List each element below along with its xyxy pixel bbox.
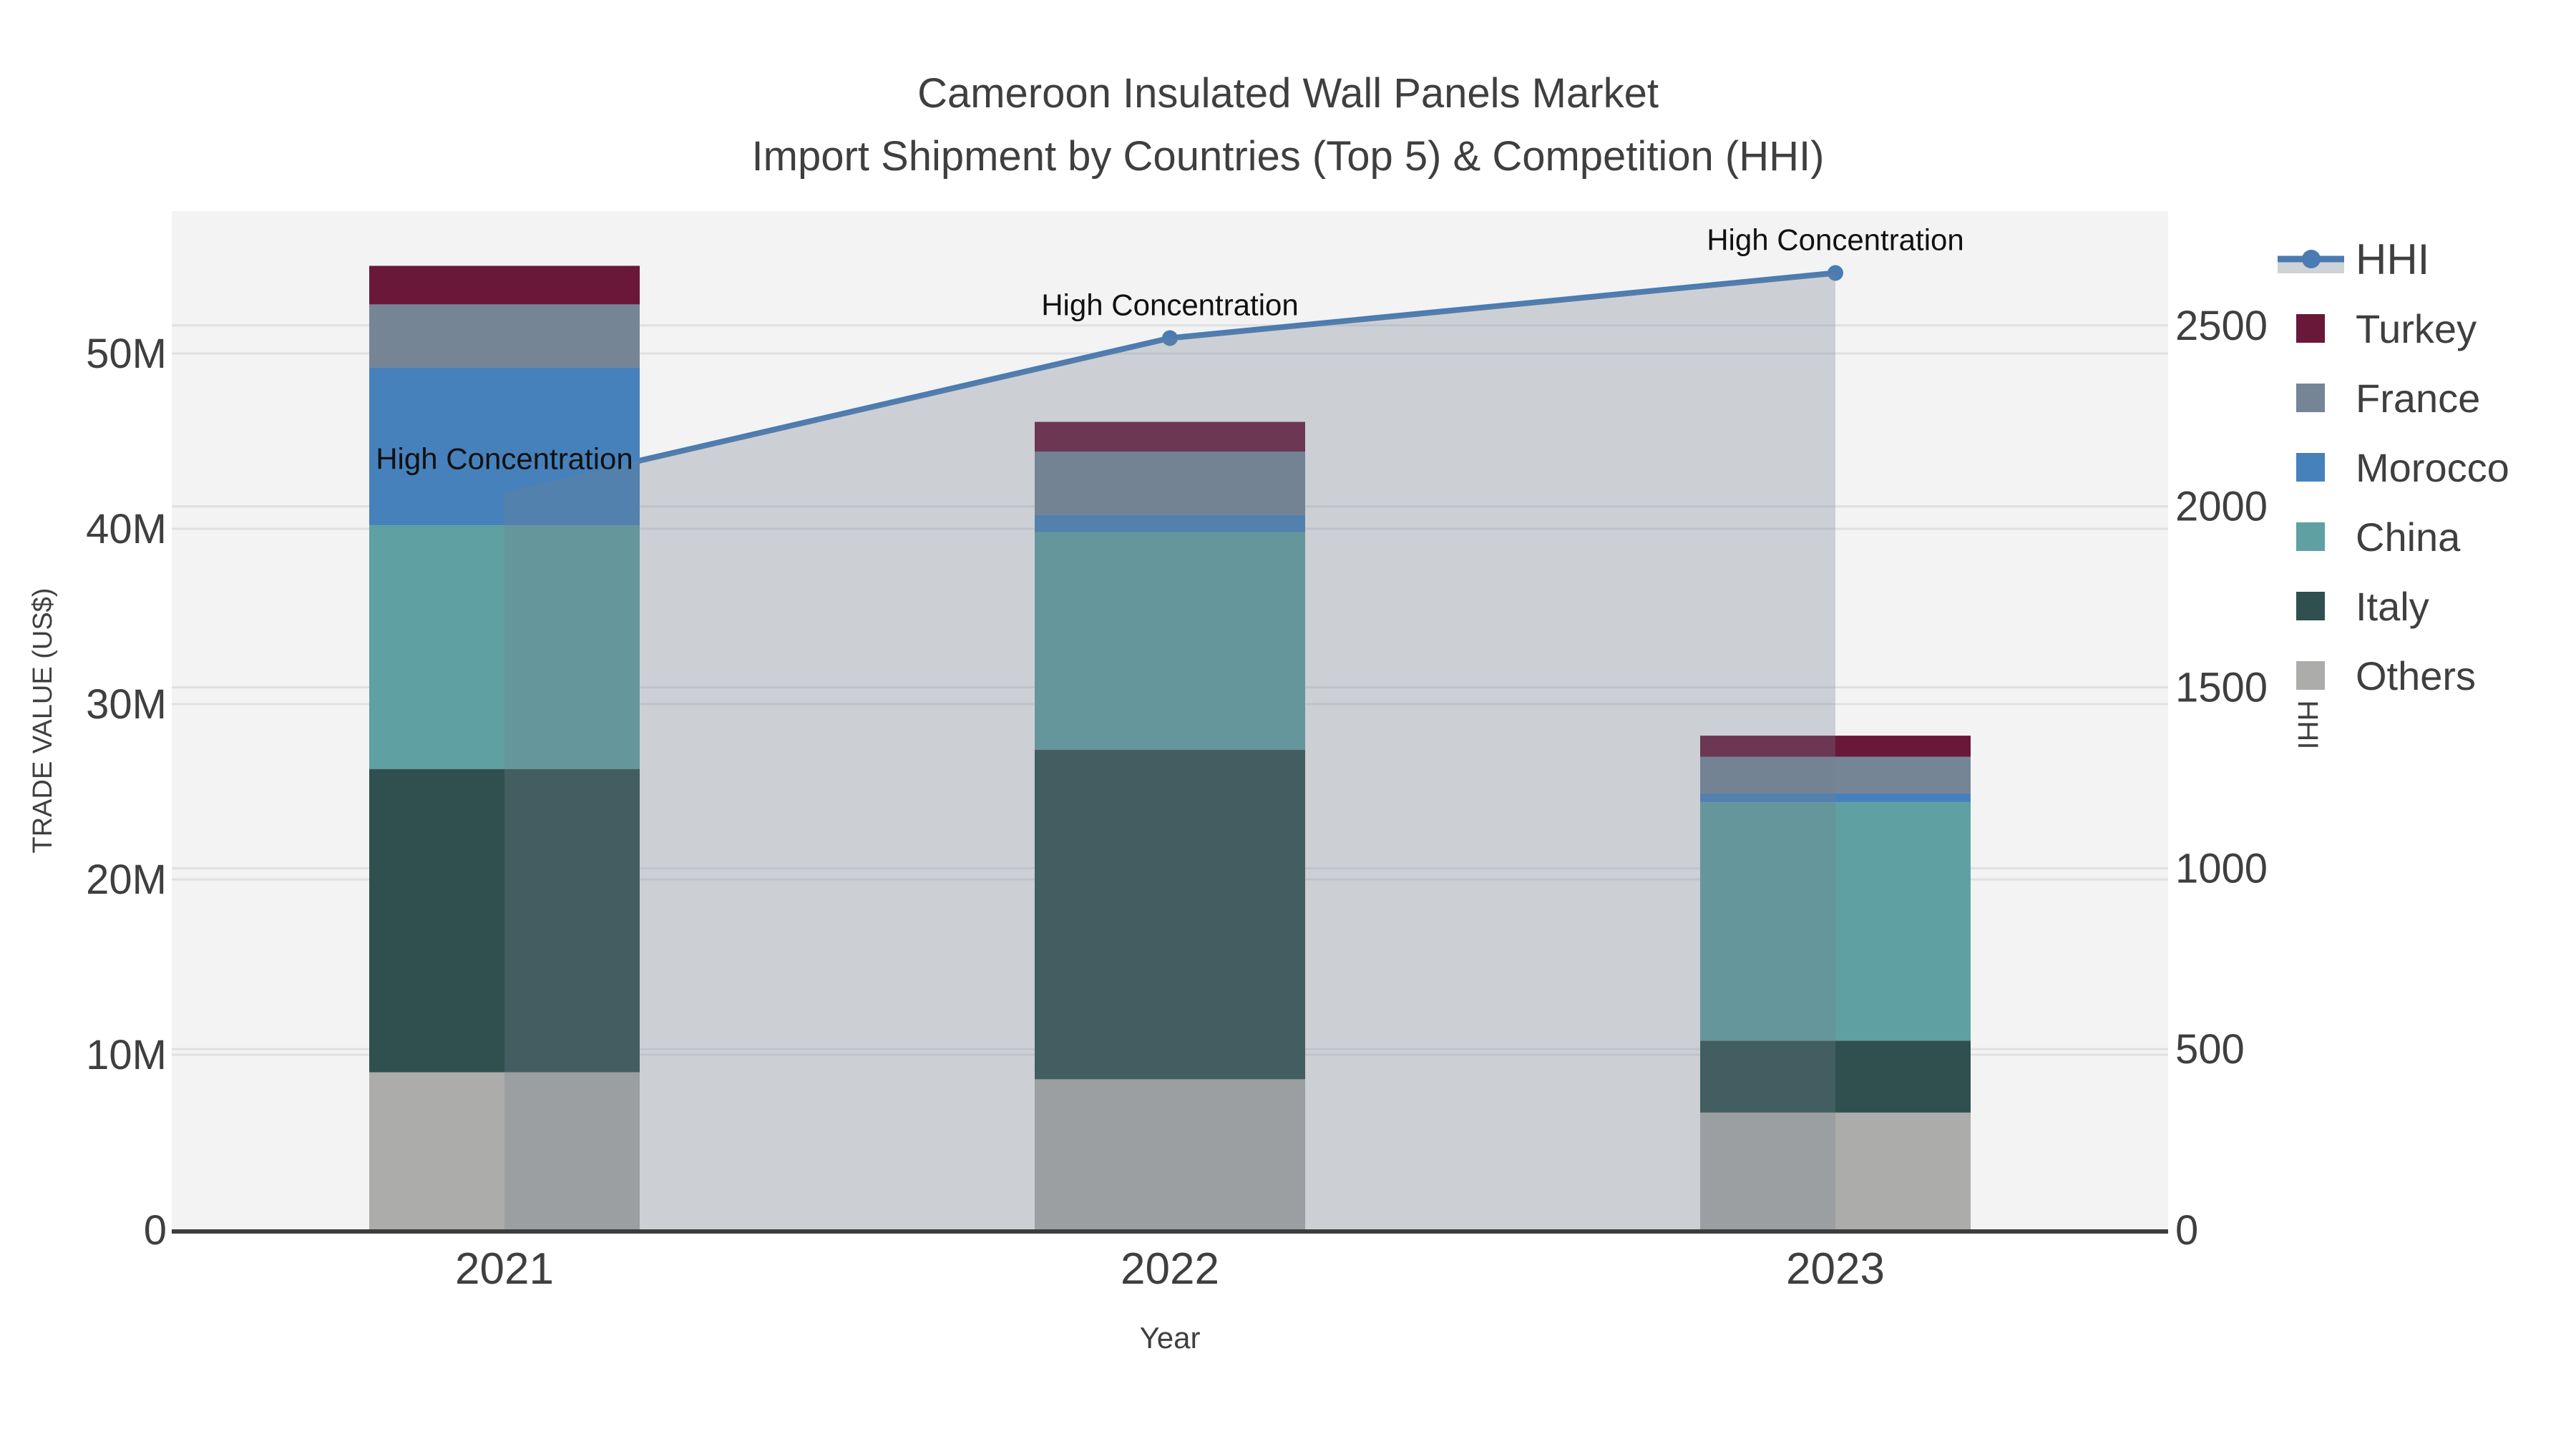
legend-label: Turkey: [2356, 306, 2477, 351]
legend-color-swatch: [2296, 592, 2325, 620]
bar-segment-france-2022: [1035, 452, 1305, 515]
x-tick-2023: 2023: [1786, 1244, 1885, 1294]
legend-label: Italy: [2356, 584, 2429, 629]
bar-segment-morocco-2021: [369, 367, 640, 526]
right-tick-2000: 2000: [2175, 484, 2268, 530]
legend-label: Others: [2356, 653, 2476, 698]
right-tick-1500: 1500: [2175, 664, 2268, 711]
left-tick-10M: 10M: [86, 1032, 167, 1078]
bar-segment-turkey-2021: [369, 265, 640, 305]
bar-segment-morocco-2022: [1035, 514, 1305, 532]
legend-item-italy[interactable]: Italy: [2296, 584, 2429, 629]
bars-layer: [369, 265, 1971, 1230]
legend-color-swatch: [2296, 453, 2325, 482]
legend-label: China: [2356, 514, 2461, 560]
bar-segment-morocco-2023: [1700, 793, 1971, 803]
tick-labels: 0 10M 20M 30M 40M 50M 0 500 1000 1500 2000 2500 2021…: [86, 303, 2268, 1294]
legend-item-turkey[interactable]: Turkey: [2296, 306, 2477, 351]
bar-segment-china-2021: [369, 525, 640, 769]
chart-title-line2: Import Shipment by Countries (Top 5) & C…: [752, 133, 1825, 180]
right-y-axis-title: HHI: [2292, 701, 2323, 750]
legend-hhi-marker-icon: [2302, 250, 2321, 268]
legend-color-swatch: [2296, 522, 2325, 551]
bar-segment-italy-2023: [1700, 1040, 1971, 1113]
right-tick-1000: 1000: [2175, 845, 2268, 892]
legend-item-china[interactable]: China: [2296, 514, 2461, 560]
annotation-high-concentration-2022: High Concentration: [1041, 288, 1299, 321]
left-tick-30M: 30M: [86, 681, 167, 728]
left-tick-50M: 50M: [86, 331, 167, 377]
chart-title-line1: Cameroon Insulated Wall Panels Market: [917, 70, 1659, 117]
legend-item-morocco[interactable]: Morocco: [2296, 445, 2509, 490]
hhi-area: [504, 273, 1835, 1230]
x-tick-2021: 2021: [455, 1244, 554, 1294]
left-tick-0: 0: [144, 1207, 167, 1254]
legend-item-hhi[interactable]: HHI: [2278, 235, 2429, 283]
annotation-high-concentration-2023: High Concentration: [1707, 223, 1964, 256]
bar-segment-france-2023: [1700, 756, 1971, 794]
right-tick-0: 0: [2175, 1207, 2198, 1254]
left-y-axis-title: TRADE VALUE (US$): [28, 588, 58, 854]
bar-segment-turkey-2022: [1035, 421, 1305, 452]
right-tick-500: 500: [2175, 1026, 2245, 1073]
bar-segment-china-2022: [1035, 532, 1305, 750]
bar-segment-italy-2021: [369, 769, 640, 1073]
legend-item-others[interactable]: Others: [2296, 653, 2476, 698]
x-axis-title: Year: [1140, 1321, 1201, 1355]
bar-segment-china-2023: [1700, 802, 1971, 1041]
hhi-marker-2023: [1828, 265, 1843, 281]
right-tick-2500: 2500: [2175, 303, 2268, 349]
legend-label: France: [2356, 376, 2480, 421]
bar-segment-others-2022: [1035, 1079, 1305, 1230]
bar-segment-turkey-2023: [1700, 736, 1971, 757]
hhi-area-layer: [504, 273, 1835, 1230]
bar-segment-others-2023: [1700, 1112, 1971, 1230]
legend-color-swatch: [2296, 384, 2325, 412]
bar-segment-italy-2022: [1035, 749, 1305, 1080]
annotations-layer: High Concentration High Concentration High…: [376, 223, 1964, 475]
bar-segment-france-2021: [369, 304, 640, 368]
legend-color-swatch: [2296, 314, 2325, 343]
legend-item-france[interactable]: France: [2296, 376, 2480, 421]
x-tick-2022: 2022: [1121, 1244, 1219, 1294]
left-tick-40M: 40M: [86, 506, 167, 552]
left-tick-20M: 20M: [86, 857, 167, 903]
hhi-marker-2022: [1162, 330, 1178, 346]
legend-label: HHI: [2356, 235, 2429, 283]
annotation-high-concentration-2021: High Concentration: [376, 441, 633, 475]
legend-color-swatch: [2296, 661, 2325, 690]
bar-segment-others-2021: [369, 1072, 640, 1230]
legend-label: Morocco: [2356, 445, 2509, 490]
legend: HHI Turkey France Morocco China Italy Others: [2278, 235, 2509, 698]
